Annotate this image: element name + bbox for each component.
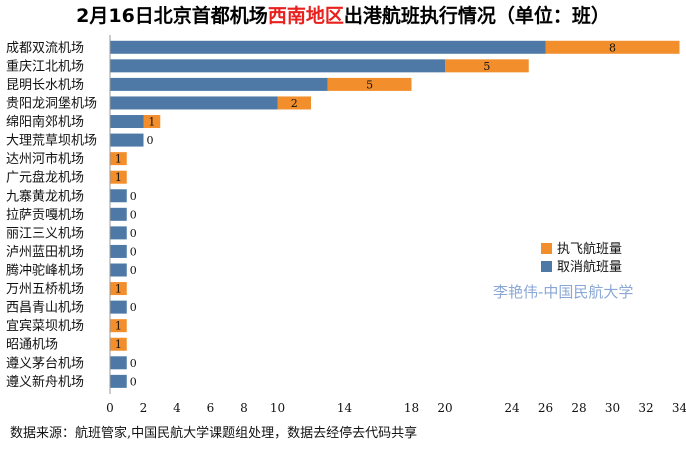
data-label: 0 — [130, 301, 137, 314]
x-tick-label: 28 — [571, 401, 586, 415]
legend-label-cancelled: 取消航班量 — [557, 259, 622, 275]
data-label: 0 — [130, 245, 137, 258]
legend-label-executed: 执飞航班量 — [557, 241, 622, 257]
data-label: 5 — [483, 60, 490, 73]
data-label: 0 — [147, 134, 154, 147]
data-label: 0 — [130, 208, 137, 221]
category-label: 贵阳龙洞堡机场 — [6, 95, 97, 111]
category-label: 绵阳南郊机场 — [6, 114, 84, 130]
bar-executed — [327, 77, 412, 91]
data-label: 2 — [291, 97, 298, 110]
footer-source: 数据来源：航班管家,中国民航大学课题组处理，数据去经停去代码共享 — [10, 425, 417, 441]
bar-executed — [110, 282, 127, 296]
bar-cancelled — [110, 115, 144, 129]
bar-cancelled — [110, 59, 445, 73]
title-highlight: 西南地区 — [268, 4, 344, 27]
bar-cancelled — [110, 77, 328, 91]
data-label: 0 — [130, 264, 137, 277]
x-tick-label: 0 — [106, 401, 114, 415]
category-label: 丽江三义机场 — [6, 226, 84, 241]
x-tick-label: 6 — [207, 401, 215, 415]
data-label: 5 — [366, 78, 373, 91]
bar-cancelled — [110, 96, 278, 110]
bar-cancelled — [110, 207, 127, 221]
data-label: 1 — [115, 338, 122, 351]
data-label: 1 — [148, 116, 155, 129]
x-tick-label: 2 — [140, 401, 148, 415]
data-label: 1 — [115, 153, 122, 166]
data-label: 0 — [130, 190, 137, 203]
bar-executed — [110, 319, 127, 333]
category-label: 九寨黄龙机场 — [6, 188, 84, 204]
y-axis: 成都双流机场重庆江北机场昆明长水机场贵阳龙洞堡机场绵阳南郊机场大理荒草坝机场达州… — [6, 35, 111, 394]
category-label: 成都双流机场 — [6, 41, 84, 56]
bar-cancelled — [110, 226, 127, 240]
category-label: 昆明长水机场 — [6, 78, 84, 93]
category-label: 遵义茅台机场 — [6, 355, 84, 371]
x-tick-label: 30 — [605, 401, 620, 415]
category-label: 万州五桥机场 — [6, 282, 84, 297]
data-label: 0 — [130, 227, 137, 240]
bar-cancelled — [110, 263, 127, 277]
data-label: 1 — [115, 283, 122, 296]
x-tick-label: 24 — [504, 401, 520, 415]
category-label: 重庆江北机场 — [6, 58, 84, 74]
bar-executed — [110, 337, 127, 351]
bar-cancelled — [110, 300, 127, 314]
category-label: 西昌青山机场 — [6, 301, 84, 316]
category-label: 泸州蓝田机场 — [6, 245, 84, 260]
data-label: 1 — [115, 320, 122, 333]
category-label: 昭通机场 — [6, 338, 58, 353]
category-label: 达州河市机场 — [6, 151, 84, 167]
category-label: 腾冲驼峰机场 — [6, 263, 84, 279]
legend-swatch-cancelled — [541, 261, 552, 272]
legend-swatch-executed — [541, 243, 552, 254]
chart-title: 2月16日北京首都机场西南地区出港航班执行情况（单位：班） — [76, 4, 610, 27]
bar-executed — [143, 115, 161, 129]
bar-cancelled — [110, 189, 127, 203]
bar-cancelled — [110, 356, 127, 370]
bar-cancelled — [110, 133, 144, 147]
x-axis: 0 2 4 6 8 10 14 18 20 24 26 28 30 32 34 — [106, 401, 686, 415]
data-label: 1 — [115, 171, 122, 184]
bar-cancelled — [110, 244, 127, 258]
x-tick-label: 32 — [638, 401, 653, 415]
legend: 执飞航班量 取消航班量 — [541, 241, 622, 275]
category-label: 宜宾菜坝机场 — [6, 318, 84, 334]
data-label: 0 — [130, 375, 137, 388]
watermark: 李艳伟-中国民航大学 — [493, 283, 633, 301]
category-label: 遵义新舟机场 — [6, 374, 84, 390]
bar-executed — [110, 170, 127, 184]
x-tick-label: 26 — [538, 401, 553, 415]
x-tick-label: 10 — [270, 401, 285, 415]
bar-executed — [110, 152, 127, 166]
bar-cancelled — [110, 40, 546, 54]
x-tick-label: 20 — [437, 401, 452, 415]
data-label: 0 — [130, 357, 137, 370]
title-part2: 出港航班执行情况（单位：班） — [344, 4, 610, 27]
bar-executed — [545, 40, 680, 54]
bar-executed — [445, 59, 529, 73]
category-label: 大理荒草坝机场 — [6, 134, 97, 149]
x-tick-label: 4 — [173, 401, 181, 415]
bar-executed — [277, 96, 311, 110]
category-label: 拉萨贡嘎机场 — [6, 208, 84, 223]
data-label: 8 — [609, 41, 616, 54]
bar-cancelled — [110, 374, 127, 388]
category-label: 广元盘龙机场 — [6, 170, 84, 186]
x-tick-label: 18 — [404, 401, 419, 415]
x-tick-label: 34 — [672, 401, 686, 415]
x-tick-label: 14 — [337, 401, 353, 415]
x-tick-label: 8 — [240, 401, 248, 415]
title-part1: 2月16日北京首都机场 — [76, 4, 268, 27]
